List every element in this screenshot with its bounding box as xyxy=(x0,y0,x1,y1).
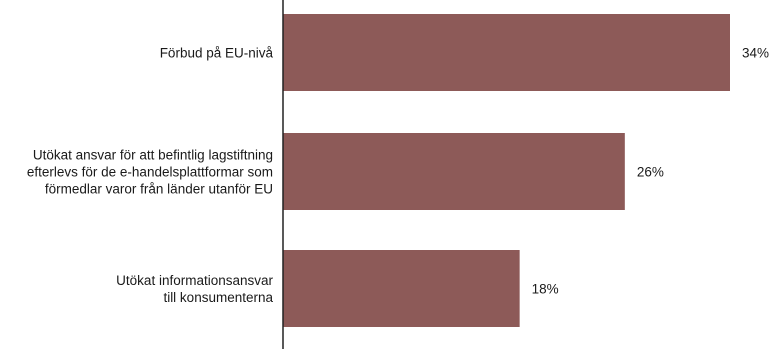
bars-group xyxy=(283,14,730,327)
category-label-2: Utökat ansvar för att befintlig lagstift… xyxy=(27,148,273,197)
category-label-line: efterlevs för de e-handelsplattformar so… xyxy=(27,165,273,180)
bar-3 xyxy=(283,250,520,327)
category-label-line: förmedlar varor från länder utanför EU xyxy=(45,182,273,197)
bar-2 xyxy=(283,133,625,210)
category-label-line: Förbud på EU-nivå xyxy=(160,46,274,61)
value-label-1: 34% xyxy=(742,46,769,61)
category-labels-group: Förbud på EU-nivå Utökat ansvar för att b… xyxy=(27,46,274,306)
category-label-line: Utökat ansvar för att befintlig lagstift… xyxy=(33,148,273,163)
value-label-3: 18% xyxy=(532,282,559,297)
category-label-line: till konsumenterna xyxy=(163,290,273,305)
value-labels-group: 34% 26% 18% xyxy=(532,46,769,297)
category-label-line: Utökat informationsansvar xyxy=(116,273,273,288)
bar-1 xyxy=(283,14,730,91)
category-label-1: Förbud på EU-nivå xyxy=(160,46,274,61)
value-label-2: 26% xyxy=(637,165,664,180)
category-label-3: Utökat informationsansvar till konsumente… xyxy=(116,273,273,305)
